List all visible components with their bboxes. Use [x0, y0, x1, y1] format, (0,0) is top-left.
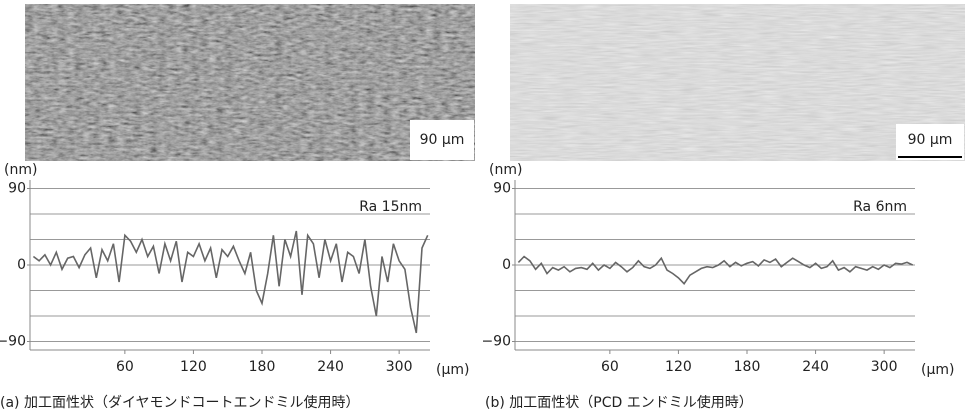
x-tick-label: 120 — [665, 359, 692, 375]
scale-label: 90 μm — [420, 132, 465, 148]
scale-box — [410, 120, 474, 160]
x-tick-label: 60 — [601, 359, 619, 375]
y-unit: (nm) — [489, 162, 522, 178]
y-unit: (nm) — [4, 162, 37, 178]
x-tick-label: 60 — [116, 359, 134, 375]
x-tick-label: 120 — [180, 359, 207, 375]
x-tick-label: 300 — [871, 359, 898, 375]
y-tick-label: −90 — [0, 334, 26, 350]
y-tick-label: −90 — [481, 334, 511, 350]
x-unit: (μm) — [921, 362, 954, 378]
y-tick-label: 0 — [17, 257, 26, 273]
y-tick-label: 90 — [8, 181, 26, 197]
annotation: Ra 6nm — [853, 199, 907, 215]
annotation: Ra 15nm — [359, 199, 422, 215]
scale-label: 90 μm — [908, 132, 953, 148]
x-tick-label: 300 — [386, 359, 413, 375]
caption: (a) 加工面性状（ダイヤモンドコートエンドミル使用時） — [0, 394, 360, 411]
x-tick-label: 240 — [802, 359, 829, 375]
profile-line — [32, 230, 429, 334]
scale-box — [896, 124, 964, 160]
x-unit: (μm) — [436, 362, 469, 378]
y-tick-label: 90 — [493, 181, 511, 197]
micrograph — [510, 4, 965, 161]
x-tick-label: 240 — [317, 359, 344, 375]
x-tick-label: 180 — [734, 359, 761, 375]
x-tick-label: 180 — [249, 359, 276, 375]
y-tick-label: 0 — [502, 257, 511, 273]
micrograph — [25, 4, 475, 161]
profile-line — [517, 255, 914, 285]
caption: (b) 加工面性状（PCD エンドミル使用時） — [485, 394, 753, 411]
